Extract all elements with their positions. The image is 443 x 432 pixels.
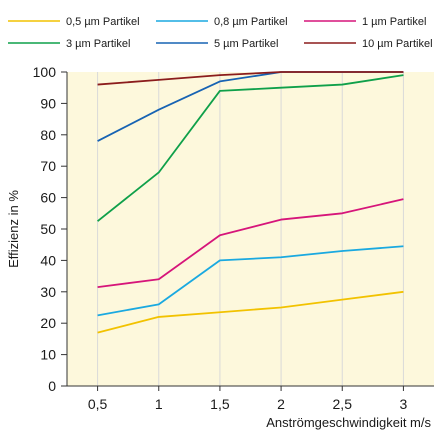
series-line-2 — [97, 198, 404, 288]
x-tick-label-5: 3 — [400, 396, 408, 412]
x-tick-label-1: 1 — [155, 396, 163, 412]
x-tick-label-2: 1,5 — [210, 396, 230, 412]
legend-label-1: 0,8 µm Partikel — [214, 16, 288, 28]
grid — [97, 72, 404, 386]
series-line-0 — [97, 290, 404, 334]
axes: 0 10 20 30 40 50 60 70 80 90 100 0,5 1 1,5 2 2,5 3 — [33, 64, 434, 412]
y-axis-title: Effizienz in % — [6, 190, 21, 268]
y-tick-label-5: 50 — [40, 221, 56, 237]
legend-label-3: 3 µm Partikel — [66, 38, 130, 50]
legend-label-4: 5 µm Partikel — [214, 38, 278, 50]
y-tick-label-2: 20 — [40, 315, 56, 331]
plot-area — [67, 72, 434, 386]
y-tick-label-6: 60 — [40, 190, 56, 206]
series-line-3 — [97, 74, 404, 222]
x-axis-title: Anströmgeschwindigkeit m/s — [266, 415, 431, 430]
series-line-1 — [97, 245, 404, 317]
x-tick-label-4: 2,5 — [333, 396, 353, 412]
legend: 0,5 µm Partikel 0,8 µm Partikel 1 µm Parti… — [8, 16, 433, 50]
y-tick-label-0: 0 — [48, 378, 56, 394]
x-tick-label-0: 0,5 — [88, 396, 108, 412]
y-tick-label-7: 70 — [40, 158, 56, 174]
y-tick-label-10: 100 — [33, 64, 57, 80]
legend-label-5: 10 µm Partikel — [362, 38, 433, 50]
x-tick-label-3: 2 — [277, 396, 285, 412]
y-tick-label-9: 90 — [40, 95, 56, 111]
legend-label-2: 1 µm Partikel — [362, 16, 426, 28]
y-tick-label-3: 30 — [40, 284, 56, 300]
series-lines — [97, 71, 404, 334]
y-tick-label-8: 80 — [40, 127, 56, 143]
legend-label-0: 0,5 µm Partikel — [66, 16, 140, 28]
y-tick-label-4: 40 — [40, 252, 56, 268]
y-tick-label-1: 10 — [40, 347, 56, 363]
series-line-5 — [97, 71, 404, 86]
